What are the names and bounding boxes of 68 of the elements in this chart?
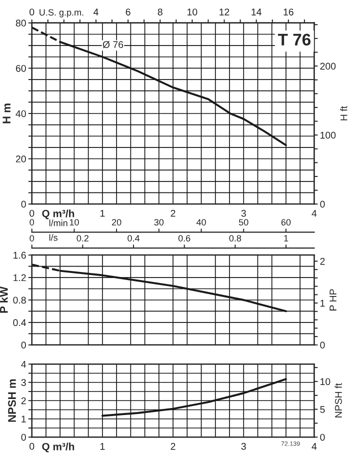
y2-tick-label: 0	[320, 342, 325, 349]
y2-tick-label: 5	[320, 406, 325, 413]
annotation: Ø 76	[102, 40, 124, 48]
x-tick-label: 4	[312, 210, 317, 217]
x2-tick-label: 14	[252, 8, 262, 16]
y-tick-label: 80	[16, 20, 26, 27]
y2-tick-label: 10	[320, 378, 330, 386]
x-axis-title: l/min	[49, 220, 68, 226]
x2-tick-label: 12	[220, 8, 230, 16]
x2-axis-title: U.S. g.p.m.	[40, 9, 84, 18]
x-tick-label: 4	[312, 443, 317, 450]
y-tick-label: 0.4	[13, 319, 26, 326]
y2-tick-label: 2	[320, 258, 325, 265]
y2-tick-label: 100	[320, 132, 336, 139]
y2-tick-label: 1	[320, 300, 325, 307]
x-tick-label: 1	[100, 210, 105, 217]
x-tick-label: 2	[170, 442, 176, 450]
x2-tick-label: 0.4	[128, 235, 140, 242]
x-tick-label: 2	[170, 210, 176, 217]
x2-tick-label: 8	[158, 8, 162, 16]
y-tick-label: 2	[21, 397, 26, 404]
y-tick-label: 1.2	[14, 274, 26, 282]
x-axis-title: Q m³/h	[42, 442, 74, 452]
y-tick-label: 4	[21, 360, 26, 368]
x2-tick-label: 0.6	[178, 235, 190, 242]
x2-tick-label: 0	[30, 235, 34, 242]
y-tick-label: 0	[21, 434, 26, 441]
y-tick-label: 1.6	[14, 252, 26, 259]
x-tick-label: 3	[241, 442, 246, 450]
x-tick-label: 30	[154, 219, 164, 226]
x2-tick-label: 0.2	[76, 235, 89, 242]
x-tick-label: 3	[241, 210, 246, 217]
y-tick-label: 20	[16, 156, 26, 162]
y2-axis-title: NPSH ft	[334, 383, 342, 418]
x-tick-label: 0	[30, 210, 34, 217]
y2-tick-label: 0	[320, 200, 325, 208]
x2-tick-label: 4	[94, 8, 98, 16]
y2-tick-label: 0	[320, 434, 325, 441]
x2-tick-label: 0.8	[229, 235, 242, 242]
x-tick-label: 40	[196, 219, 206, 226]
y-tick-label: 0	[21, 200, 26, 208]
y-tick-label: 0.8	[13, 296, 26, 304]
y2-axis-title: P HP	[330, 289, 336, 310]
x-tick-label: 10	[70, 219, 79, 226]
y-tick-label: 3	[21, 379, 26, 386]
y2-axis-title: H ft	[340, 106, 348, 120]
x2-tick-label: 0	[30, 8, 34, 16]
x-axis-title: Q m³/h	[42, 210, 74, 220]
text: T 76	[278, 34, 311, 46]
x2-tick-label: 6	[126, 8, 130, 16]
y-tick-label: 40	[16, 110, 26, 118]
x-tick-label: 0	[30, 219, 34, 226]
x-tick-label: 50	[238, 219, 248, 226]
x-tick-label: 0	[30, 442, 34, 450]
x2-axis-title: l/s	[49, 234, 58, 241]
y-tick-label: 60	[16, 64, 26, 72]
y-axis-title: H m	[2, 104, 10, 124]
x2-tick-label: 1	[284, 235, 288, 242]
y2-tick-label: 200	[320, 62, 336, 70]
y-tick-label: 0	[21, 342, 26, 349]
x-tick-label: 20	[112, 219, 122, 226]
x-tick-label: 60	[281, 219, 291, 226]
y-axis-title: NPSH m	[8, 379, 16, 422]
x2-tick-label: 16	[284, 8, 294, 16]
y-tick-label: 1	[22, 416, 26, 422]
x2-tick-label: 10	[188, 8, 198, 16]
x-tick-label: 1	[100, 443, 105, 450]
y-axis-title: P kW	[0, 286, 8, 313]
